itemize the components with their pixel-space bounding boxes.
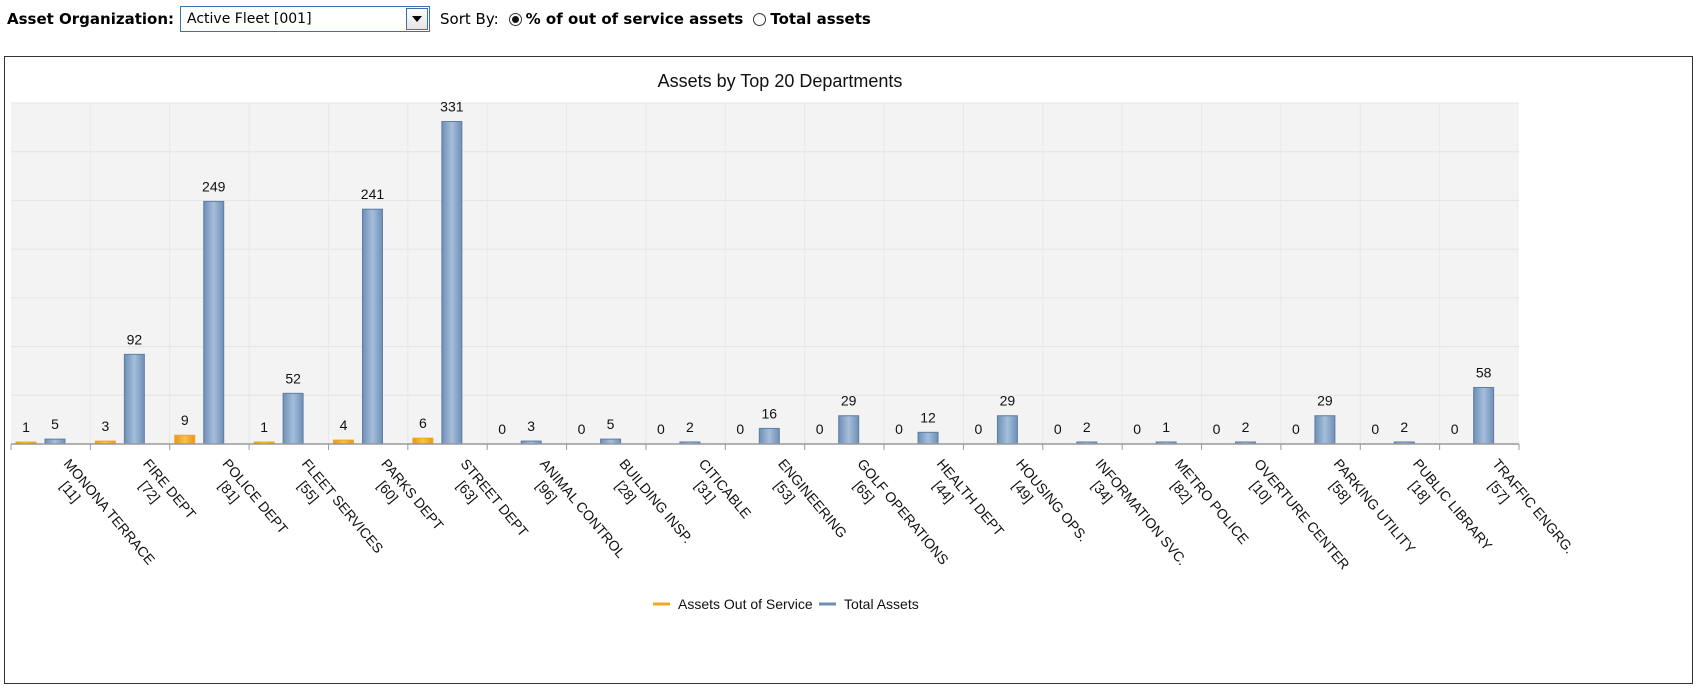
value-label-total-assets: 29 (841, 393, 857, 409)
chevron-down-icon (412, 16, 423, 22)
value-label-total-assets: 29 (1317, 393, 1333, 409)
x-axis-label: ANIMAL CONTROL[96] (533, 456, 629, 561)
value-label-total-assets: 3 (527, 418, 535, 434)
bar-total-assets (1314, 415, 1336, 445)
chart-panel: Assets by Top 20 Departments 1 5 3 92 9 249 1 5… (4, 56, 1693, 684)
value-label-total-assets: 5 (607, 416, 615, 432)
sort-label: Sort By: (440, 10, 499, 28)
value-label-total-assets: 249 (202, 178, 226, 194)
value-label-total-assets: 1 (1162, 419, 1170, 435)
value-label-out-of-service: 0 (736, 421, 744, 437)
category-name: PARKING UTILITY (1331, 456, 1420, 557)
x-axis-label: FIRE DEPT[72] (136, 456, 199, 523)
legend: Assets Out of Service Total Assets (653, 596, 919, 612)
value-label-total-assets: 331 (440, 99, 464, 115)
category-name: PUBLIC LIBRARY (1410, 456, 1496, 554)
bar-out-of-service (412, 437, 434, 445)
value-label-total-assets: 2 (686, 419, 694, 435)
value-label-out-of-service: 0 (1054, 421, 1062, 437)
x-axis-label: MONONA TERRACE[11] (57, 456, 159, 568)
org-label: Asset Organization: (7, 10, 175, 28)
x-axis-label: GOLF OPERATIONS[65] (851, 456, 952, 568)
x-axis-label: FLEET SERVICES[55] (295, 456, 387, 556)
value-label-out-of-service: 0 (975, 421, 983, 437)
value-label-out-of-service: 0 (1133, 421, 1141, 437)
value-label-out-of-service: 0 (1371, 421, 1379, 437)
legend-label-total: Total Assets (844, 596, 919, 612)
x-axis-label: STREET DEPT[63] (454, 456, 532, 540)
value-label-out-of-service: 3 (101, 418, 109, 434)
value-label-out-of-service: 1 (260, 419, 268, 435)
value-label-out-of-service: 0 (657, 421, 665, 437)
category-name: GOLF OPERATIONS (854, 456, 952, 568)
bar-total-assets (361, 208, 383, 445)
value-label-total-assets: 92 (127, 331, 143, 347)
sort-option-out-of-service-label[interactable]: % of out of service assets (525, 10, 744, 28)
bar-total-assets (996, 415, 1018, 445)
bar-total-assets (123, 353, 145, 445)
value-label-total-assets: 52 (285, 370, 301, 386)
dropdown-button[interactable] (406, 8, 429, 30)
category-name: TRAFFIC ENGRG. (1489, 456, 1577, 557)
x-axis-ticks (10, 444, 1520, 450)
value-label-out-of-service: 1 (22, 419, 30, 435)
org-dropdown-value: Active Fleet [001] (187, 11, 312, 27)
value-label-out-of-service: 4 (340, 417, 348, 433)
value-label-total-assets: 2 (1242, 419, 1250, 435)
value-label-out-of-service: 0 (1213, 421, 1221, 437)
bar-total-assets (1473, 386, 1495, 445)
value-label-total-assets: 29 (1000, 393, 1016, 409)
x-axis-label: OVERTURE CENTER[10] (1247, 456, 1352, 573)
chart-title: Assets by Top 20 Departments (658, 71, 903, 91)
bar-total-assets (441, 121, 463, 445)
x-axis-label: INFORMATION SVC.[34] (1089, 456, 1191, 569)
bar-total-assets (203, 200, 225, 445)
x-axis-label: PARKS DEPT[60] (374, 456, 447, 534)
bar-total-assets (917, 431, 939, 445)
x-axis-label: ENGINEERING[53] (771, 456, 850, 541)
bar-out-of-service (174, 434, 196, 445)
x-axis-label: POLICE DEPT[81] (216, 456, 292, 538)
bar-total-assets (838, 415, 860, 445)
value-label-total-assets: 2 (1083, 419, 1091, 435)
value-label-out-of-service: 6 (419, 415, 427, 431)
category-name: MONONA TERRACE (61, 456, 159, 568)
value-label-total-assets: 241 (361, 186, 385, 202)
sort-radio-total[interactable] (753, 12, 767, 26)
bar-total-assets (282, 392, 304, 445)
value-label-total-assets: 5 (51, 416, 59, 432)
sort-radio-out-of-service[interactable] (508, 12, 522, 26)
bar-chart: Assets by Top 20 Departments 1 5 392924915… (10, 71, 1578, 612)
value-label-out-of-service: 0 (895, 421, 903, 437)
value-label-out-of-service: 0 (578, 421, 586, 437)
plot-area (11, 103, 1519, 444)
gridlines (11, 102, 1519, 444)
x-axis-label: TRAFFIC ENGRG.[57] (1486, 456, 1578, 557)
x-axis-labels: MONONA TERRACE[11] FIRE DEPT[72] POLICE DE… (57, 456, 1578, 573)
category-name: FLEET SERVICES (299, 456, 387, 556)
org-dropdown[interactable]: Active Fleet [001] (180, 6, 431, 32)
bars (15, 121, 1495, 445)
legend-label-out-of-service: Assets Out of Service (678, 596, 813, 612)
value-label-out-of-service: 0 (1292, 421, 1300, 437)
value-label-out-of-service: 0 (498, 421, 506, 437)
value-label-total-assets: 16 (762, 405, 778, 421)
value-label-out-of-service: 0 (1451, 421, 1459, 437)
x-axis-label: HOUSING OPS.[49] (1009, 456, 1091, 545)
value-label-out-of-service: 9 (181, 412, 189, 428)
value-label-total-assets: 12 (920, 409, 936, 425)
sort-option-total-label[interactable]: Total assets (770, 10, 871, 28)
bar-total-assets (758, 427, 780, 445)
filter-toolbar: Asset Organization: Active Fleet [001] S… (7, 5, 881, 33)
category-name: ANIMAL CONTROL (537, 456, 629, 561)
value-label-total-assets: 2 (1400, 419, 1408, 435)
x-axis-label: CITICABLE[31] (692, 456, 755, 522)
value-label-total-assets: 58 (1476, 364, 1492, 380)
value-label-out-of-service: 0 (816, 421, 824, 437)
category-name: INFORMATION SVC. (1092, 456, 1190, 569)
